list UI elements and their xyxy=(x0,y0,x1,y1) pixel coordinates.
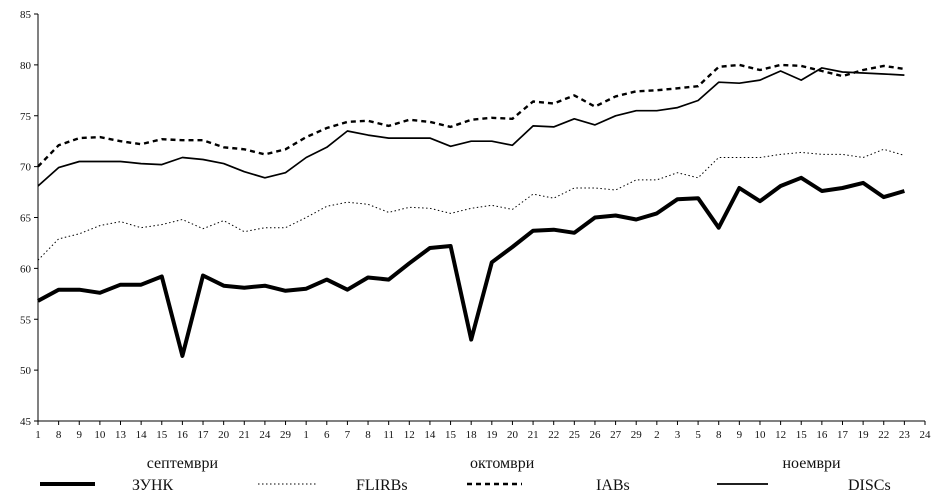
x-tick-label: 20 xyxy=(507,429,519,441)
x-tick-label: 9 xyxy=(77,429,83,441)
month-labels: септември октомври ноември xyxy=(147,455,841,472)
x-tick-label: 10 xyxy=(754,429,766,441)
y-tick-label: 85 xyxy=(20,9,32,21)
x-tick-label: 13 xyxy=(115,429,127,441)
x-tick-label: 24 xyxy=(259,429,271,441)
x-tick-label: 1 xyxy=(303,429,309,441)
x-tick-label: 8 xyxy=(716,429,722,441)
y-tick-label: 45 xyxy=(20,416,32,428)
x-tick-label: 19 xyxy=(486,429,498,441)
x-tick-label: 17 xyxy=(837,429,849,441)
x-tick-label: 20 xyxy=(218,429,230,441)
x-tick-label: 1 xyxy=(35,429,41,441)
x-tick-label: 11 xyxy=(383,429,394,441)
x-tick-label: 22 xyxy=(548,429,559,441)
x-tick-label: 2 xyxy=(654,429,660,441)
x-tick-label: 8 xyxy=(56,429,62,441)
legend-label: IABs xyxy=(596,477,630,494)
series-line-зунк xyxy=(37,175,905,358)
x-tick-label: 6 xyxy=(324,429,330,441)
x-tick-label: 5 xyxy=(695,429,701,441)
x-tick-label: 16 xyxy=(816,429,828,441)
y-tick-label: 60 xyxy=(20,263,32,275)
y-tick-label: 50 xyxy=(20,365,32,377)
x-tick-label: 3 xyxy=(675,429,681,441)
x-tick-label: 21 xyxy=(239,429,250,441)
x-tick-label: 7 xyxy=(345,429,351,441)
month-label: ноември xyxy=(782,455,841,472)
x-tick-label: 18 xyxy=(466,429,478,441)
x-tick-label: 16 xyxy=(177,429,189,441)
y-tick-label: 65 xyxy=(20,213,32,225)
x-tick-label: 14 xyxy=(424,429,436,441)
x-tick-label: 17 xyxy=(198,429,210,441)
x-tick-label: 22 xyxy=(878,429,889,441)
legend: ЗУНК FLIRBs IABs DISCs xyxy=(40,477,891,494)
x-tick-label: 8 xyxy=(365,429,371,441)
x-tick-label: 15 xyxy=(796,429,808,441)
chart-axes xyxy=(37,14,925,422)
x-tick-label: 15 xyxy=(445,429,457,441)
legend-label: FLIRBs xyxy=(356,477,408,494)
legend-label: ЗУНК xyxy=(132,477,174,494)
x-tick-label: 26 xyxy=(589,429,601,441)
series-lines xyxy=(37,63,905,358)
x-tick-label: 27 xyxy=(610,429,622,441)
x-axis-ticks: 1 8 9 10 13 14 15 16 17 20 21 24 29 1 6 7 8 11 12 14 15 18 19 2… xyxy=(35,421,931,441)
series-line-discs xyxy=(37,67,905,187)
y-tick-label: 75 xyxy=(20,111,32,123)
x-tick-label: 14 xyxy=(136,429,148,441)
y-tick-label: 80 xyxy=(20,60,32,72)
x-tick-label: 24 xyxy=(920,429,932,441)
x-tick-label: 12 xyxy=(775,429,786,441)
series-line-flirbs xyxy=(37,148,905,261)
month-label: септември xyxy=(147,455,219,472)
y-axis-ticks: 45 50 55 60 65 70 75 80 85 xyxy=(20,9,38,428)
month-label: октомври xyxy=(470,455,535,472)
x-tick-label: 9 xyxy=(737,429,743,441)
x-tick-label: 29 xyxy=(631,429,643,441)
x-tick-label: 12 xyxy=(404,429,415,441)
x-tick-label: 25 xyxy=(569,429,581,441)
x-tick-label: 21 xyxy=(528,429,539,441)
series-line-iabs xyxy=(37,63,905,168)
x-tick-label: 29 xyxy=(280,429,292,441)
x-tick-label: 23 xyxy=(899,429,911,441)
x-tick-label: 19 xyxy=(858,429,870,441)
legend-label: DISCs xyxy=(848,477,891,494)
y-tick-label: 70 xyxy=(20,162,32,174)
x-tick-label: 15 xyxy=(156,429,168,441)
x-tick-label: 10 xyxy=(94,429,106,441)
y-tick-label: 55 xyxy=(20,314,32,326)
